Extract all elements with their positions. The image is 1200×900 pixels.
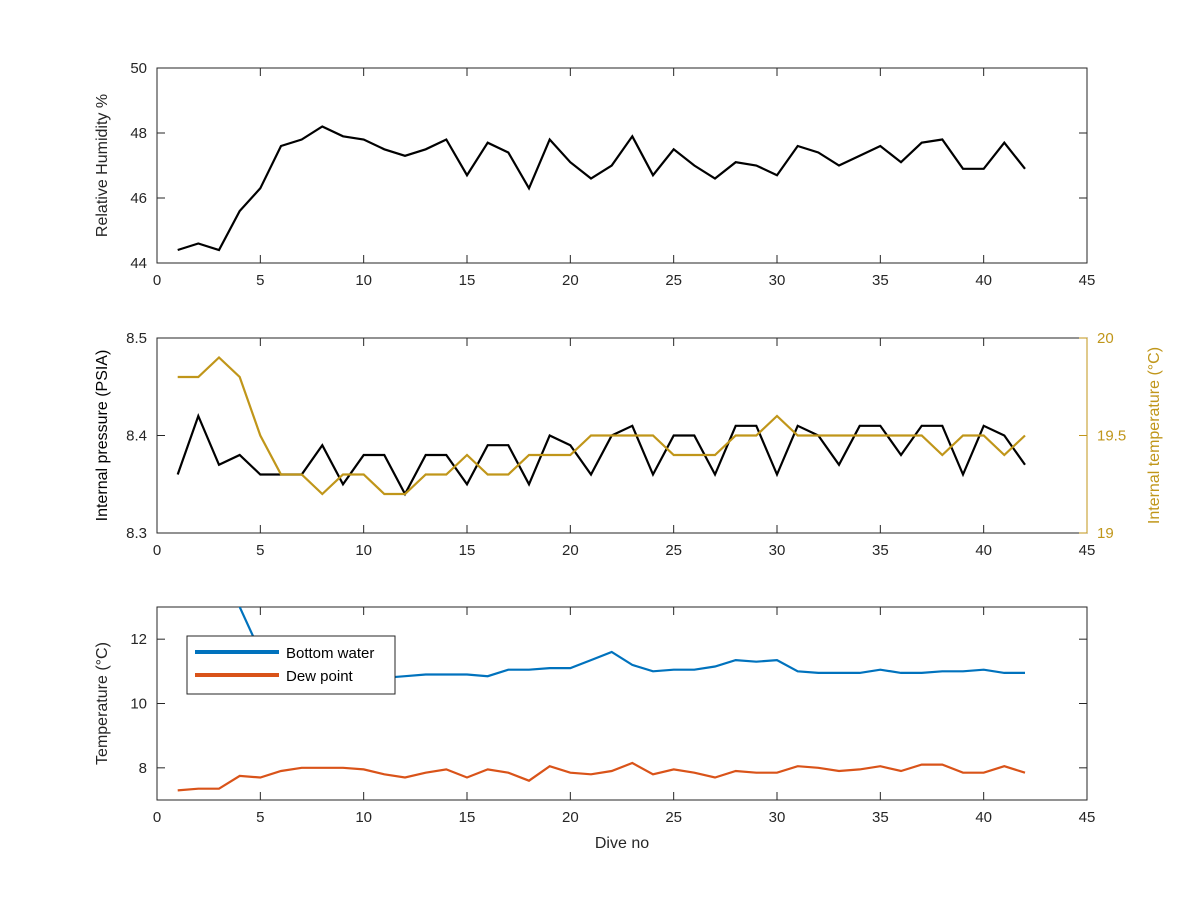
x-tick-label: 20 (562, 272, 579, 289)
x-tick-label: 20 (562, 542, 579, 559)
y-tick-label: 44 (130, 255, 147, 272)
subplot-2: 0 5 10 15 20 25 30 35 40 45 8.3 8.4 8.5 19 19.5 20 Inter… (94, 330, 1163, 559)
y-tick-label: 8.5 (126, 330, 147, 347)
subplot-1: 0 5 10 15 20 25 30 35 40 45 44 46 48 50 Relative Humid… (94, 60, 1095, 289)
x-tick-label: 10 (355, 272, 372, 289)
y-axis-label: Relative Humidity % (94, 94, 111, 237)
x-tick-label: 40 (975, 542, 992, 559)
x-tick-label: 10 (355, 809, 372, 826)
x-tick-label: 25 (665, 542, 682, 559)
y-tick-label: 12 (130, 631, 147, 648)
legend: Bottom water Dew point (186, 635, 396, 695)
x-tick-label: 30 (769, 542, 786, 559)
x-tick-label: 40 (975, 272, 992, 289)
x-tick-label: 5 (256, 809, 264, 826)
series-line-2 (177, 355, 1026, 496)
y-tick-label: 8.4 (126, 428, 147, 445)
x-tick-label: 30 (769, 272, 786, 289)
x-tick-label: 35 (872, 272, 889, 289)
x-axis-label: Dive no (595, 835, 649, 852)
x-tick-label: 45 (1079, 272, 1096, 289)
x-tick-label: 15 (459, 542, 476, 559)
x-tick-label: 0 (153, 809, 161, 826)
x-tick-label: 20 (562, 809, 579, 826)
x-tick-label: 15 (459, 272, 476, 289)
y-tick-label: 8.3 (126, 525, 147, 542)
y-axis-label: Temperature (°C) (94, 642, 111, 765)
y-tick-label: 50 (130, 60, 147, 77)
x-tick-label: 5 (256, 542, 264, 559)
x-tick-label: 5 (256, 272, 264, 289)
y-axis-label: Internal pressure (PSIA) (94, 350, 111, 522)
legend-entry: Dew point (286, 668, 354, 685)
y-right-tick-label: 20 (1097, 330, 1114, 347)
axes-box (156, 67, 1088, 264)
x-tick-label: 0 (153, 272, 161, 289)
x-tick-label: 0 (153, 542, 161, 559)
y-tick-label: 46 (130, 190, 147, 207)
legend-box (186, 635, 396, 695)
x-tick-label: 10 (355, 542, 372, 559)
x-tick-label: 15 (459, 809, 476, 826)
x-tick-label: 35 (872, 809, 889, 826)
x-tick-label: 30 (769, 809, 786, 826)
x-tick-label: 45 (1079, 809, 1096, 826)
y-tick-label: 10 (130, 696, 147, 713)
x-tick-label: 25 (665, 809, 682, 826)
x-tick-label: 40 (975, 809, 992, 826)
y-right-tick-label: 19.5 (1097, 428, 1126, 445)
series-line-1 (177, 125, 1026, 252)
x-tick-label: 25 (665, 272, 682, 289)
y-tick-label: 48 (130, 125, 147, 142)
y-tick-label: 8 (139, 760, 147, 777)
y-right-axis-label: Internal temperature (°C) (1146, 347, 1163, 524)
series-line-dew-point (177, 761, 1026, 792)
subplot-3: 0 5 10 15 20 25 30 35 40 45 8 10 12 Temperature (°C) D… (94, 606, 1096, 852)
x-tick-label: 45 (1079, 542, 1096, 559)
x-tick-label: 35 (872, 542, 889, 559)
legend-entry: Bottom water (286, 645, 374, 662)
y-right-tick-label: 19 (1097, 525, 1114, 542)
series-line-1 (176, 412, 1026, 497)
